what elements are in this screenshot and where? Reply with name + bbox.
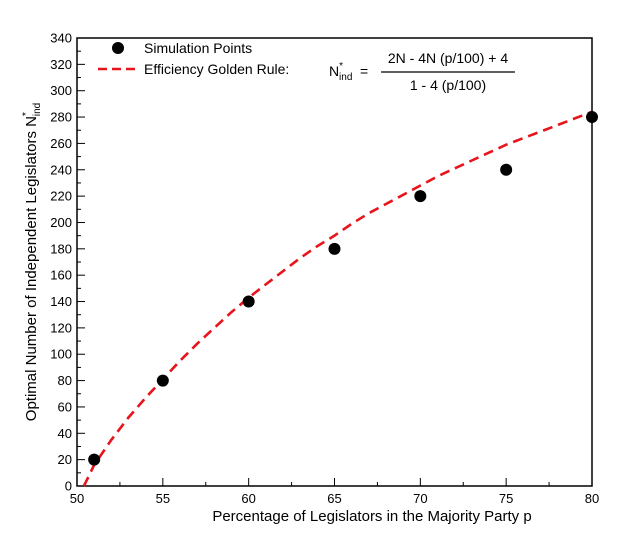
data-point-simulation xyxy=(586,111,598,124)
y-tick-label: 40 xyxy=(58,426,72,441)
legend: Simulation Points Efficiency Golden Rule… xyxy=(98,40,289,77)
legend-label-rule: Efficiency Golden Rule: xyxy=(144,61,289,77)
data-point-simulation xyxy=(242,295,255,308)
x-tick-label: 60 xyxy=(241,491,255,506)
y-tick-label: 320 xyxy=(50,57,72,72)
plot-area xyxy=(76,37,593,487)
x-tick-label: 75 xyxy=(499,491,513,506)
y-tick-label: 260 xyxy=(50,136,72,151)
y-tick-label: 280 xyxy=(50,110,72,125)
legend-label-simulation: Simulation Points xyxy=(144,40,252,56)
x-tick-label: 50 xyxy=(70,491,84,506)
formula-lhs: N* ind xyxy=(329,61,352,83)
y-axis-title-sub: ind xyxy=(32,103,43,116)
formula-denominator: 1 - 4 (p/100) xyxy=(410,77,486,93)
y-axis: 0 20 40 60 80 100 120 140 160 180 200 220 240 260 280 3… xyxy=(50,31,85,494)
y-tick-label: 180 xyxy=(50,241,72,256)
x-axis-title: Percentage of Legislators in the Majorit… xyxy=(212,508,531,525)
data-point-simulation xyxy=(88,453,101,466)
y-tick-label: 220 xyxy=(50,189,72,204)
y-tick-label: 80 xyxy=(58,373,72,388)
data-point-simulation xyxy=(500,163,513,176)
formula-lhs-sup: * xyxy=(339,61,343,72)
formula: N* ind = 2N - 4N (p/100) + 4 1 - 4 (p/100… xyxy=(329,50,515,93)
x-tick-label: 70 xyxy=(413,491,427,506)
formula-numerator: 2N - 4N (p/100) + 4 xyxy=(388,50,508,66)
legend-marker-simulation xyxy=(112,42,124,54)
y-tick-label: 340 xyxy=(50,31,72,46)
y-tick-label: 160 xyxy=(50,268,72,283)
y-axis-title-main: Optimal Number of Independent Legislator… xyxy=(23,116,40,421)
x-tick-label: 80 xyxy=(585,491,599,506)
formula-equals: = xyxy=(360,63,368,79)
formula-lhs-sub: ind xyxy=(339,72,352,83)
series-layer xyxy=(82,110,598,487)
x-axis: 50 55 60 65 70 75 80 xyxy=(70,478,599,506)
y-tick-label: 240 xyxy=(50,162,72,177)
y-axis-title: Optimal Number of Independent Legislator… xyxy=(21,103,43,421)
x-tick-label: 55 xyxy=(156,491,170,506)
x-tick-label: 65 xyxy=(327,491,341,506)
data-point-simulation xyxy=(156,374,169,387)
y-tick-label: 300 xyxy=(50,83,72,98)
series-line-efficiency-rule xyxy=(82,110,593,487)
y-tick-label: 60 xyxy=(58,399,72,414)
data-point-simulation xyxy=(414,190,427,203)
y-tick-label: 100 xyxy=(50,347,72,362)
data-point-simulation xyxy=(328,242,341,255)
y-axis-title-sup: * xyxy=(21,112,32,116)
formula-lhs-main: N xyxy=(329,63,339,79)
y-tick-label: 140 xyxy=(50,294,72,309)
y-tick-label: 0 xyxy=(65,479,72,494)
y-tick-label: 20 xyxy=(58,452,72,467)
y-tick-label: 120 xyxy=(50,320,72,335)
y-tick-label: 200 xyxy=(50,215,72,230)
